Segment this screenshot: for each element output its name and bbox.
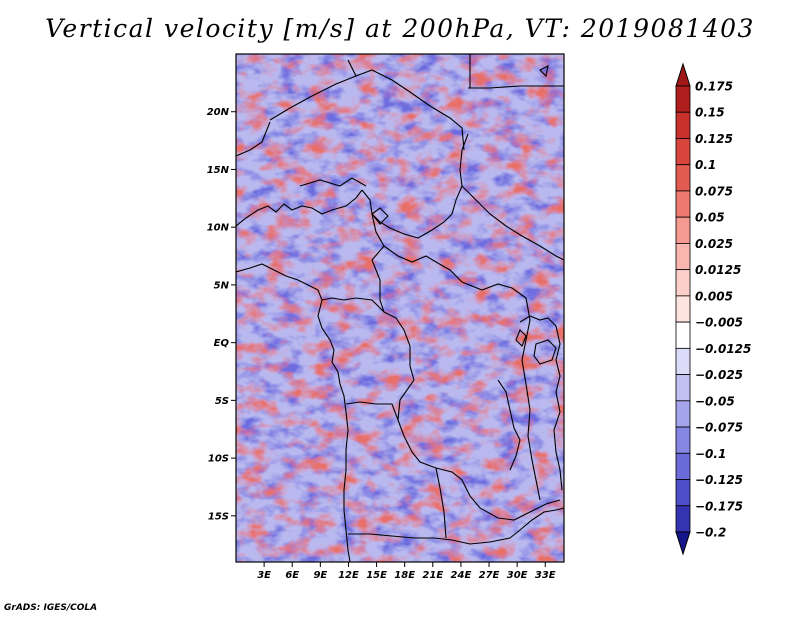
lat-tick-label: 15S [208, 511, 229, 522]
colorbar-segment [675, 321, 691, 349]
axis-layer: 20N 15N 10N 5N EQ 5S 10S 15S 3E 6E 9E 12E 15E 18E 21E 2… [207, 107, 556, 581]
lon-tick-label: 12E [338, 570, 359, 581]
colorbar-label: −0.025 [695, 368, 743, 382]
colorbar-label: 0.15 [695, 106, 725, 120]
colorbar-label: −0.075 [695, 421, 743, 435]
colorbar-segment [675, 216, 691, 244]
colorbar-label: −0.1 [695, 447, 726, 461]
lat-tick-label: 10N [207, 223, 230, 234]
lon-tick-label: 9E [313, 570, 327, 581]
lon-tick-label: 15E [366, 570, 387, 581]
colorbar-segment [675, 452, 691, 480]
colorbar-label: 0.05 [695, 211, 725, 225]
colorbar-label: 0.075 [695, 184, 733, 198]
colorbar-label: −0.175 [695, 499, 743, 513]
colorbar-label: 0.0125 [695, 263, 741, 277]
colorbar-segment [675, 505, 691, 533]
colorbar: 0.175 0.15 0.125 0.1 0.075 0.05 0.025 0.0125 0.0… [675, 62, 751, 556]
colorbar-label: −0.005 [695, 316, 743, 330]
colorbar-segment [675, 243, 691, 271]
lat-tick-label: 15N [207, 165, 230, 176]
colorbar-segment [675, 85, 691, 113]
software-credit: GrADS: IGES/COLA [4, 603, 98, 613]
colorbar-label: 0.175 [695, 80, 733, 94]
lon-tick-label: 30E [507, 570, 528, 581]
lat-tick-label: 5N [214, 280, 230, 291]
colorbar-label: −0.0125 [695, 342, 751, 356]
colorbar-segment [675, 269, 691, 297]
lon-tick-label: 21E [422, 570, 443, 581]
colorbar-segment [675, 111, 691, 139]
colorbar-segment [675, 295, 691, 323]
colorbar-label: −0.05 [695, 394, 735, 408]
lon-tick-label: 33E [535, 570, 556, 581]
colorbar-bottom-arrow [675, 531, 691, 556]
colorbar-label: 0.1 [695, 158, 716, 172]
colorbar-label: 0.125 [695, 132, 733, 146]
lon-tick-label: 3E [257, 570, 271, 581]
colorbar-segment [675, 138, 691, 166]
map-title: Vertical velocity [m/s] at 200hPa, VT: 2… [45, 14, 755, 43]
vertical-velocity-field [236, 54, 564, 562]
lon-tick-label: 6E [285, 570, 299, 581]
lat-tick-label: EQ [214, 338, 230, 349]
colorbar-label: 0.005 [695, 289, 733, 303]
colorbar-segment [675, 426, 691, 454]
colorbar-label: −0.125 [695, 473, 743, 487]
colorbar-segment [675, 164, 691, 192]
colorbar-segment [675, 374, 691, 402]
colorbar-label: −0.2 [695, 526, 726, 540]
plot-frame [235, 53, 565, 563]
colorbar-top-arrow [675, 62, 691, 87]
colorbar-segment [675, 400, 691, 428]
lat-tick-label: 10S [208, 454, 229, 465]
colorbar-segment [675, 190, 691, 218]
lon-tick-label: 24E [451, 570, 472, 581]
lon-tick-label: 27E [479, 570, 500, 581]
lat-tick-label: 20N [207, 107, 230, 118]
colorbar-segment [675, 347, 691, 375]
lat-tick-label: 5S [215, 396, 229, 407]
country-borders [236, 54, 564, 562]
colorbar-label: 0.025 [695, 237, 733, 251]
lon-tick-label: 18E [394, 570, 415, 581]
colorbar-segment [675, 479, 691, 507]
